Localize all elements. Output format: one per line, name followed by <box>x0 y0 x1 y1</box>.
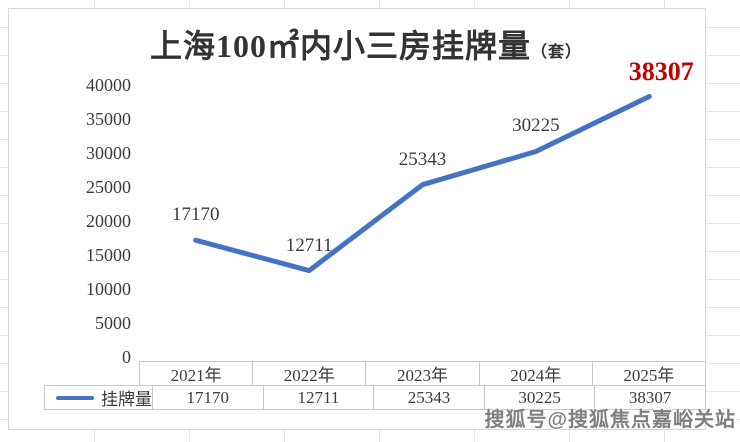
y-axis-tick-label: 5000 <box>95 313 131 333</box>
data-label: 25343 <box>398 148 447 170</box>
y-axis-tick-label: 0 <box>122 347 131 367</box>
value-cell: 17170 <box>152 385 264 410</box>
table-header-row: 2021年 2022年 2023年 2024年 2025年 <box>139 361 707 386</box>
legend-label: 挂牌量 <box>101 390 152 409</box>
year-header-cell: 2024年 <box>478 361 593 386</box>
chart-title: 上海100㎡内小三房挂牌量（套） <box>17 21 715 67</box>
data-label-highlighted: 38307 <box>628 56 694 86</box>
legend-line-swatch <box>56 395 94 400</box>
y-axis-tick-label: 20000 <box>86 211 131 231</box>
value-cell: 25343 <box>373 385 485 410</box>
value-cell: 30225 <box>483 385 596 410</box>
y-axis-tick-label: 40000 <box>86 75 131 95</box>
y-axis-tick-label: 25000 <box>86 177 131 197</box>
year-header-cell: 2022年 <box>252 361 367 386</box>
legend-cell: 挂牌量 <box>44 385 153 410</box>
year-header-cell: 2025年 <box>591 361 707 386</box>
y-axis-tick-label: 15000 <box>86 245 131 265</box>
chart-container: 上海100㎡内小三房挂牌量（套） 0 5000 10000 15000 20000 250… <box>8 8 707 430</box>
chart-title-text: 上海100㎡内小三房挂牌量 <box>149 28 531 64</box>
chart-title-unit: （套） <box>531 44 583 61</box>
y-axis-tick-label: 10000 <box>86 279 131 299</box>
y-axis-tick-label: 35000 <box>86 109 131 129</box>
table-value-row: 挂牌量 17170 12711 25343 30225 38307 <box>44 385 706 410</box>
year-header-cell: 2023年 <box>365 361 480 386</box>
year-header-cell: 2021年 <box>139 361 254 386</box>
data-label: 30225 <box>512 115 560 137</box>
line-series-listings <box>193 94 652 274</box>
data-label: 17170 <box>171 204 220 226</box>
value-cell: 38307 <box>594 385 706 410</box>
y-axis-tick-label: 30000 <box>86 143 131 163</box>
watermark: 搜狐号@搜狐焦点嘉峪关站 <box>484 409 736 431</box>
data-label: 12711 <box>285 234 333 256</box>
value-cell: 12711 <box>262 385 375 410</box>
